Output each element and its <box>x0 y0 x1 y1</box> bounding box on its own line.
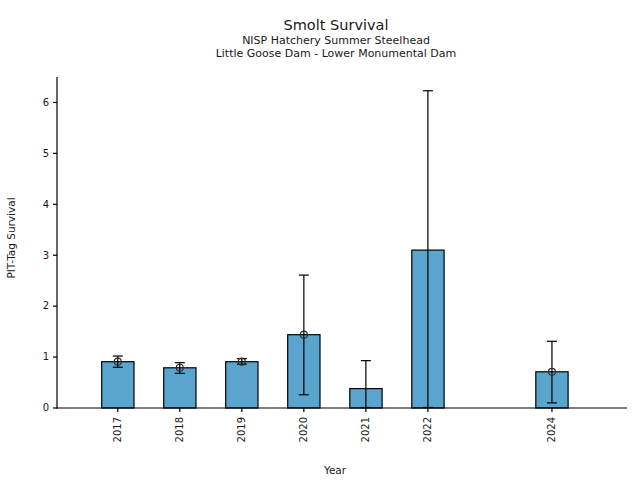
chart-subtitle-line1: NISP Hatchery Summer Steelhead <box>242 34 430 47</box>
x-tick-label-2017: 2017 <box>112 417 123 442</box>
x-tick-label-2024: 2024 <box>546 417 557 442</box>
smolt-survival-chart: 0 1 2 3 4 5 6 2017 2018 2019 2020 2021 2022 2024 Smol… <box>0 0 640 480</box>
bar-2017 <box>102 362 134 408</box>
y-tick-label-4: 4 <box>43 199 49 210</box>
x-axis-label: Year <box>323 464 347 476</box>
bar-2019 <box>226 362 258 408</box>
y-tick-label-1: 1 <box>43 351 49 362</box>
chart-figure: 0 1 2 3 4 5 6 2017 2018 2019 2020 2021 2022 2024 Smol… <box>0 0 640 480</box>
y-tick-label-6: 6 <box>43 97 49 108</box>
y-tick-label-2: 2 <box>43 300 49 311</box>
x-tick-label-2018: 2018 <box>174 417 185 442</box>
x-tick-label-2020: 2020 <box>298 417 309 442</box>
y-tick-label-5: 5 <box>43 148 49 159</box>
x-tick-label-2022: 2022 <box>422 417 433 442</box>
y-tick-label-0: 0 <box>43 402 49 413</box>
plot-layer: 0 1 2 3 4 5 6 2017 2018 2019 2020 2021 2022 2024 <box>43 77 627 442</box>
x-tick-label-2021: 2021 <box>360 417 371 442</box>
x-tick-label-2019: 2019 <box>236 417 247 442</box>
y-tick-label-3: 3 <box>43 250 49 261</box>
y-axis-label: PIT-Tag Survival <box>5 197 17 278</box>
chart-subtitle-line2: Little Goose Dam - Lower Monumental Dam <box>216 47 457 60</box>
chart-title: Smolt Survival <box>284 17 389 33</box>
